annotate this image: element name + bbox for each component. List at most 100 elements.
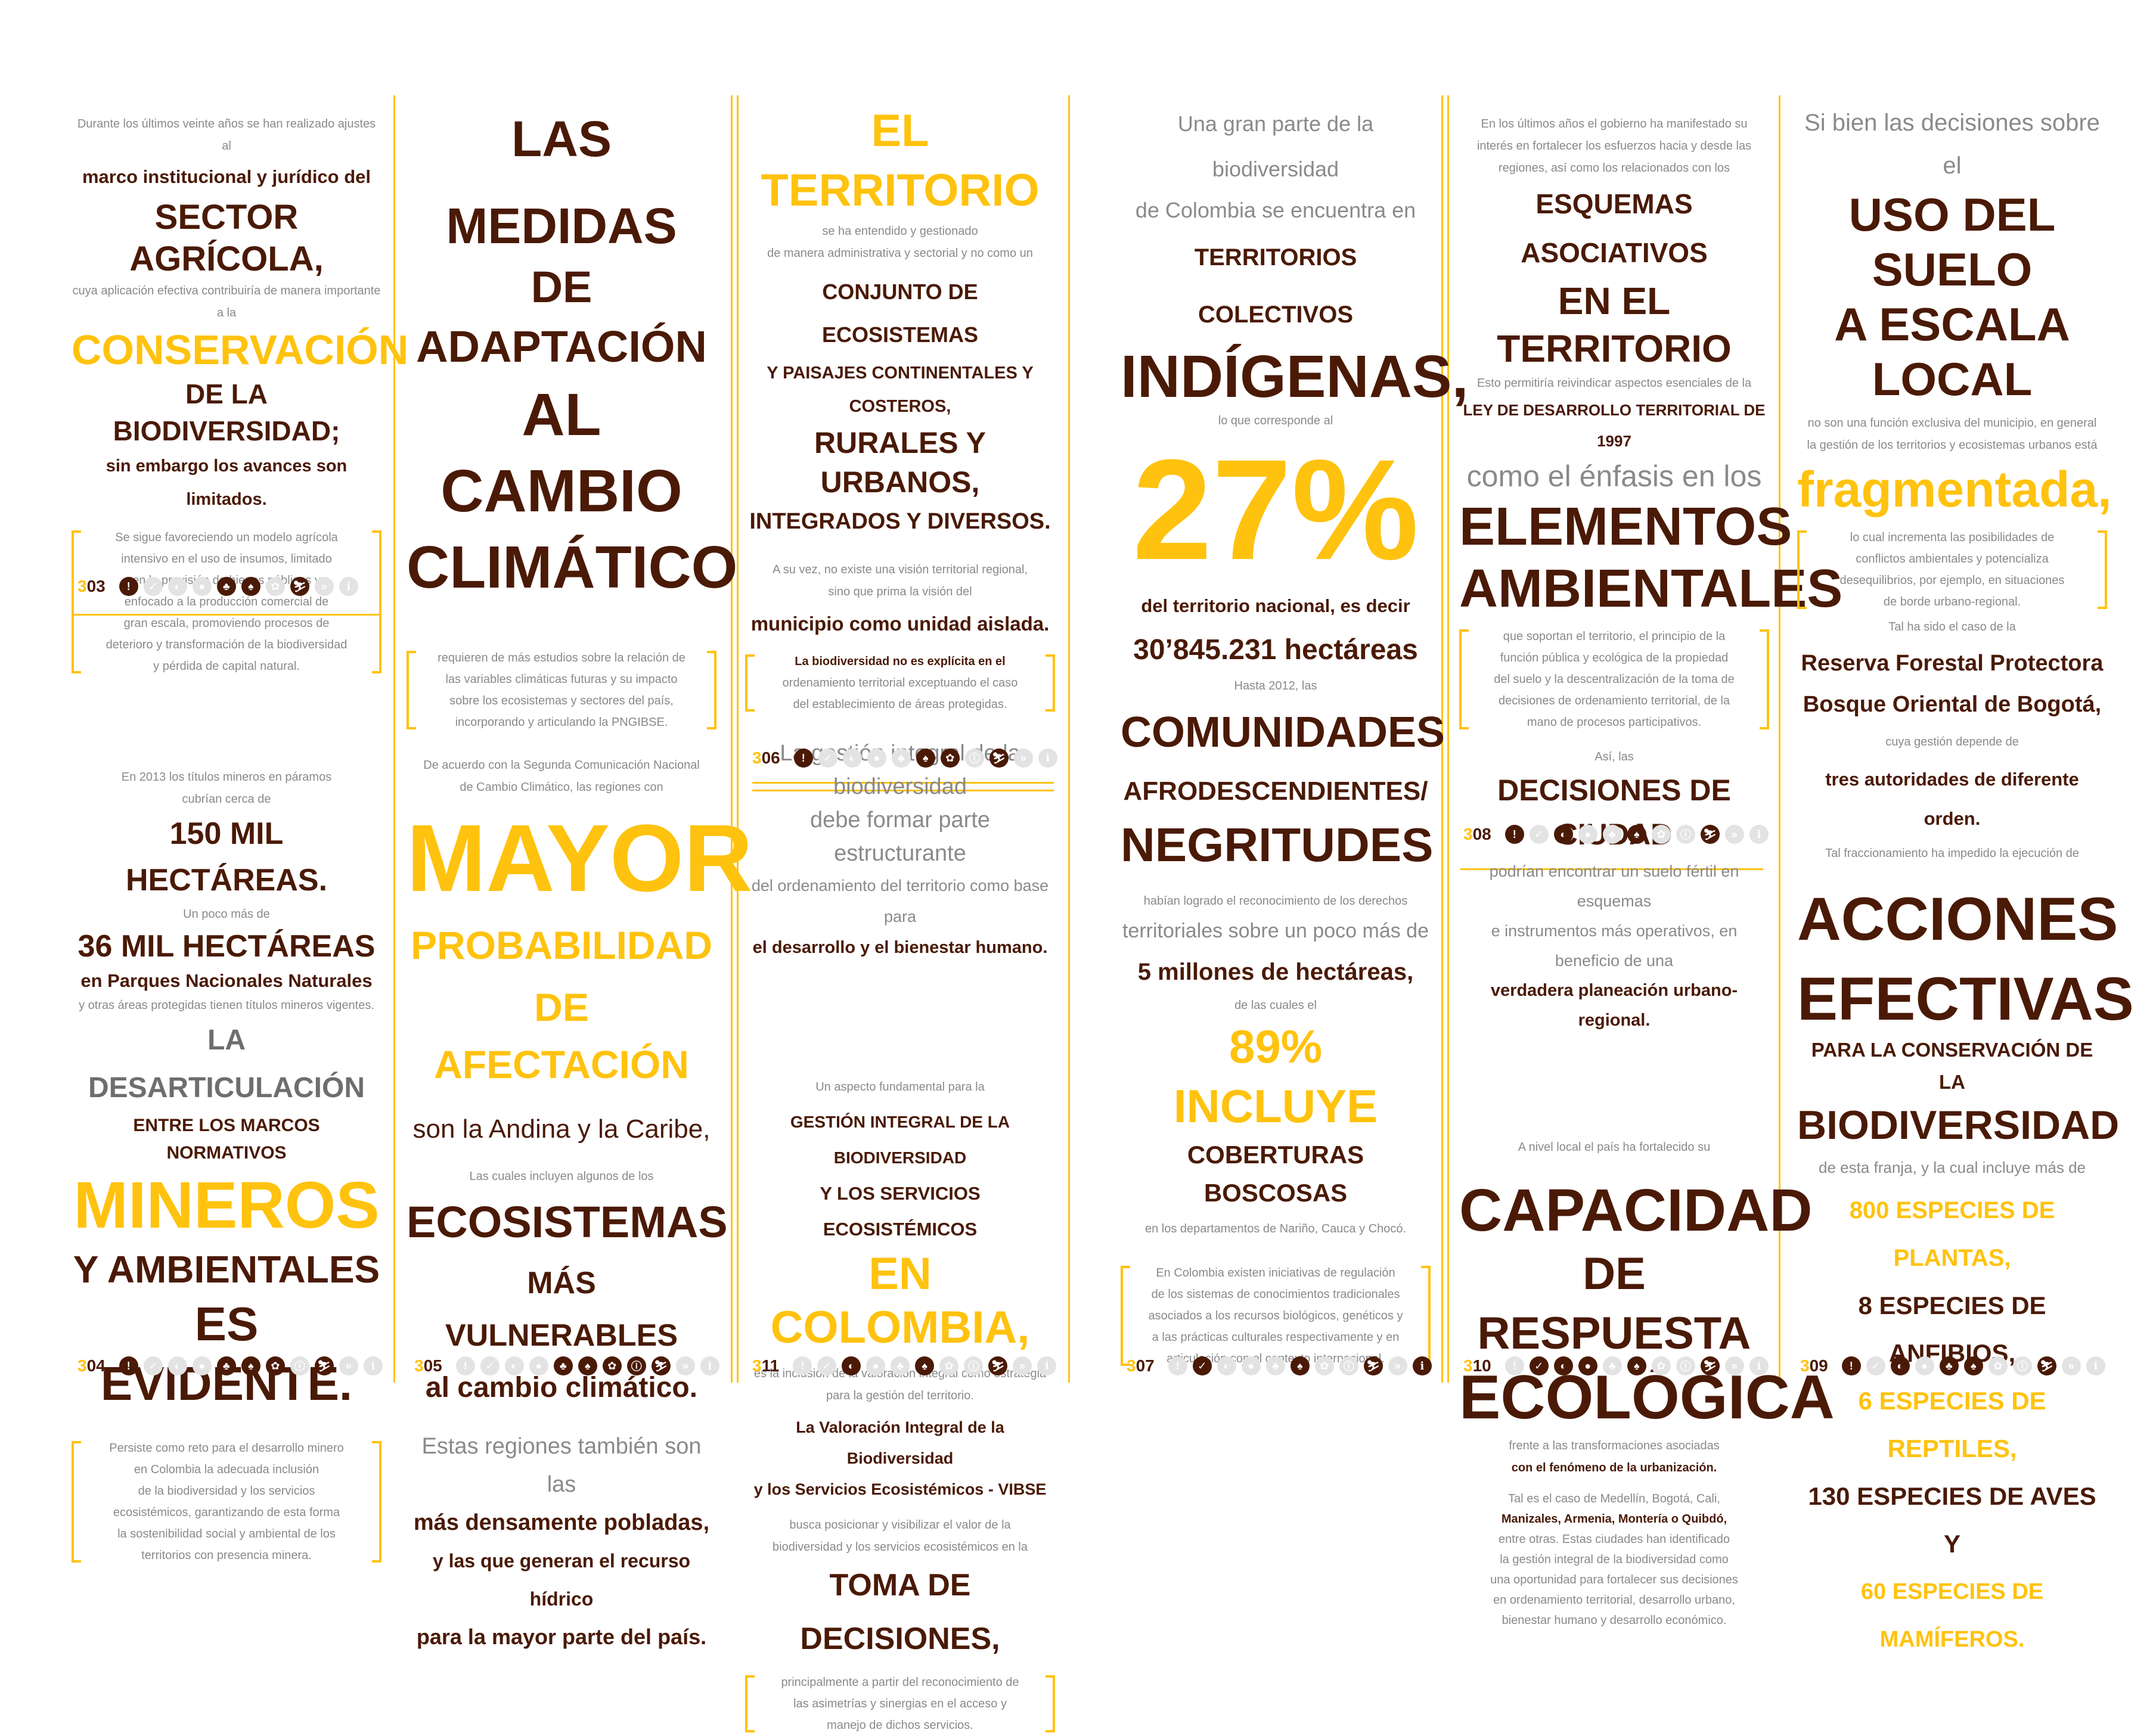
text-line: una oportunidad para fortalecer sus deci…	[1490, 1573, 1738, 1586]
quote-line: ecosistémicos, garantizando de esta form…	[113, 1506, 340, 1519]
text-line: Tal es el caso de Medellín, Bogotá, Cali…	[1508, 1492, 1720, 1505]
heading: RURALES Y URBANOS,	[814, 426, 986, 499]
check-icon: ✓	[1192, 1356, 1212, 1375]
text: Un aspecto fundamental para la	[815, 1080, 985, 1094]
species-item: 130 ESPECIES DE AVES Y	[1808, 1482, 2096, 1558]
skier-icon: ⛷	[1700, 1356, 1720, 1375]
spade-icon: ♠	[1290, 1356, 1310, 1375]
check-icon: ✓	[818, 749, 837, 768]
heading: CAPACIDAD	[1459, 1177, 1813, 1244]
skier-icon: ⛷	[989, 749, 1009, 768]
quote-block: La biodiversidad no es explícita en el o…	[745, 651, 1055, 715]
text: de Colombia se encuentra en	[1135, 198, 1416, 222]
heading: 89% INCLUYE	[1173, 1020, 1378, 1132]
section-rule	[752, 782, 1054, 784]
info-circle-icon: ⓘ	[1676, 825, 1695, 844]
heading: MÁS VULNERABLES	[445, 1266, 678, 1353]
quote-line: principalmente a partir del reconocimien…	[781, 1676, 1019, 1689]
heading: AL CAMBIO	[440, 381, 683, 524]
flower-icon: ✿	[265, 1356, 285, 1375]
heading: Bosque Oriental de Bogotá,	[1803, 692, 2102, 717]
text: y otras áreas protegidas tienen títulos …	[79, 999, 374, 1012]
quote-line: Se sigue favoreciendo un modelo agrícola	[115, 531, 338, 544]
quote-line: En Colombia existen iniciativas de regul…	[1156, 1266, 1395, 1280]
page-number: 311	[752, 1356, 780, 1375]
circle-icon: ●	[1578, 825, 1597, 844]
spade-icon: ♠	[1963, 1356, 1983, 1375]
quote-line: Persiste como reto para el desarrollo mi…	[109, 1442, 344, 1455]
forward-icon: »	[339, 1356, 358, 1375]
text: En 2013 los títulos mineros en páramos	[121, 771, 332, 784]
page-footer: 304 ! ✓ ◐ ● ♣ ♠ ✿ ⓘ ⛷ » ℹ	[77, 1353, 383, 1379]
species-item: 8 ESPECIES DE ANFIBIOS,	[1858, 1291, 2046, 1367]
page-footer: 309 ! ✓ ◐ ● ♣ ♠ ✿ ⓘ ⛷ » ℹ	[1800, 1353, 2105, 1379]
text: y las que generan el recurso hídrico	[432, 1550, 691, 1610]
quote-line: las variables climáticas futuras y su im…	[445, 673, 678, 686]
heading: 36 MIL HECTÁREAS	[77, 929, 376, 964]
text: del territorio nacional, es decir	[1141, 595, 1410, 616]
heading: Reserva Forestal Protectora	[1801, 651, 2104, 676]
info-icon: ℹ	[339, 577, 358, 596]
page-number: 309	[1800, 1356, 1828, 1375]
alert-icon: !	[119, 1356, 138, 1375]
text: para la gestión del territorio.	[826, 1389, 974, 1402]
forward-icon: »	[1724, 825, 1744, 844]
quote-line: a las prácticas culturales respectivamen…	[1152, 1331, 1400, 1344]
club-icon: ♣	[1939, 1356, 1959, 1375]
flower-icon: ✿	[1988, 1356, 2008, 1375]
column-1: Durante los últimos veinte años se han r…	[72, 95, 408, 1566]
species-item: 60 ESPECIES DE MAMÍFEROS.	[1860, 1579, 2044, 1652]
quote-line: intensivo en el uso de insumos, limitado	[121, 552, 332, 566]
text: no son una función exclusiva del municip…	[1807, 417, 2097, 430]
heading: TOMA DE DECISIONES,	[800, 1568, 1000, 1656]
circle-icon: ●	[192, 1356, 212, 1375]
text: A nivel local el país ha fortalecido su	[1518, 1141, 1711, 1154]
column-divider	[1441, 95, 1443, 1383]
club-icon: ♣	[891, 1356, 910, 1375]
quote-block: Se sigue favoreciendo un modelo agrícola…	[72, 527, 381, 677]
text: Tal fraccionamiento ha impedido la ejecu…	[1825, 847, 2079, 860]
heading: INTEGRADOS Y DIVERSOS.	[749, 509, 1051, 534]
text: Durante los últimos veinte años se han r…	[77, 117, 376, 153]
club-icon: ♣	[1265, 1356, 1285, 1375]
text: del ordenamiento del territorio como bas…	[751, 877, 1049, 926]
heading: TERRITORIOS COLECTIVOS	[1194, 244, 1357, 328]
column-6: Si bien las decisiones sobre el USO DEL …	[1797, 95, 2134, 1663]
heading: DE RESPUESTA	[1477, 1249, 1751, 1359]
alert-icon: !	[1841, 1356, 1861, 1375]
quote-line: deterioro y transformación de la biodive…	[106, 638, 348, 651]
text-line: en ordenamiento territorial, desarrollo …	[1493, 1594, 1735, 1607]
page-number: 308	[1463, 825, 1491, 843]
column-4: Una gran parte de la biodiversidad de Co…	[1121, 95, 1468, 1369]
info-icon: ℹ	[1412, 1356, 1432, 1375]
flower-icon: ✿	[265, 577, 285, 596]
heading: EN EL TERRITORIO	[1497, 280, 1732, 370]
heading: A ESCALA LOCAL	[1834, 298, 2070, 405]
flower-icon: ✿	[1314, 1356, 1334, 1375]
info-icon: ℹ	[363, 1356, 383, 1375]
check-icon: ✓	[1529, 825, 1549, 844]
half-circle-icon: ◐	[1553, 1356, 1573, 1375]
section-rule	[1460, 868, 1763, 870]
species-item: 800 ESPECIES DE PLANTAS,	[1849, 1197, 2055, 1271]
heading: DE AFECTACIÓN	[434, 985, 689, 1086]
text: e instrumentos más operativos, en benefi…	[1491, 922, 1738, 970]
club-icon: ♣	[891, 749, 911, 768]
forward-icon: »	[1724, 1356, 1744, 1375]
club-icon: ♣	[1602, 825, 1622, 844]
stat-27-percent: 27%	[1132, 430, 1419, 589]
text: Estas regiones también son las	[421, 1434, 702, 1497]
heading: ELEMENTOS	[1459, 497, 1792, 557]
text: habían logrado el reconocimiento de los …	[1143, 895, 1408, 908]
quote-line: decisiones de ordenamiento territorial, …	[1499, 694, 1730, 707]
text: En los últimos años el gobierno ha manif…	[1481, 117, 1748, 131]
text: LEY DE DESARROLLO TERRITORIAL DE 1997	[1463, 401, 1766, 450]
heading: MAYOR	[407, 805, 753, 911]
text: Un poco más de	[183, 908, 270, 921]
column-divider	[393, 95, 395, 1383]
half-circle-icon: ◐	[842, 1356, 861, 1375]
check-icon: ✓	[817, 1356, 837, 1375]
text: de las cuales el	[1234, 999, 1317, 1012]
half-circle-icon: ◐	[1890, 1356, 1910, 1375]
text: Así, las	[1594, 750, 1634, 763]
